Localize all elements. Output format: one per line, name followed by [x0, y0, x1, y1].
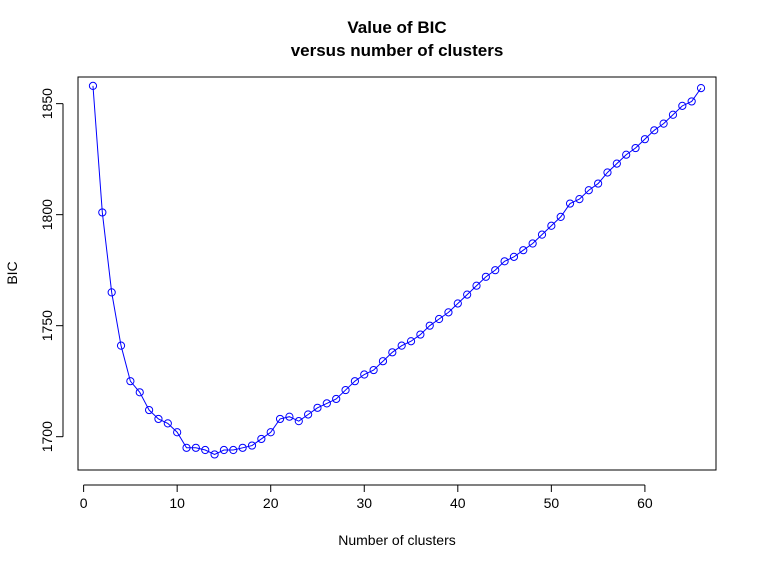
data-point — [584, 186, 593, 195]
data-point — [135, 388, 144, 397]
data-point — [219, 445, 229, 455]
data-point — [453, 299, 462, 308]
y-tick-label: 1700 — [39, 421, 55, 452]
y-tick-label: 1800 — [39, 199, 55, 230]
data-point — [434, 314, 444, 324]
data-point — [668, 110, 678, 119]
x-tick-label: 20 — [263, 495, 279, 511]
data-point — [322, 399, 331, 408]
x-tick-label: 60 — [637, 495, 653, 511]
series-line — [92, 85, 702, 456]
data-point — [275, 414, 285, 424]
data-point — [238, 443, 247, 452]
data-point — [603, 168, 612, 177]
data-point — [696, 84, 706, 93]
data-point — [631, 143, 640, 153]
data-point — [116, 341, 126, 350]
data-point — [622, 150, 631, 159]
data-point — [612, 159, 621, 168]
data-point — [313, 403, 322, 412]
data-point — [360, 370, 369, 379]
data-point — [126, 377, 135, 386]
data-point — [678, 101, 687, 110]
data-point — [247, 441, 257, 450]
data-point — [350, 377, 360, 386]
x-tick-label: 50 — [544, 495, 560, 511]
data-point — [304, 410, 313, 419]
data-point — [528, 239, 537, 248]
data-point — [537, 230, 547, 239]
data-point — [547, 221, 556, 230]
x-axis-label: Number of clusters — [338, 532, 455, 548]
data-point — [481, 272, 490, 281]
data-point — [406, 337, 416, 346]
data-point — [491, 266, 500, 275]
data-point — [416, 330, 425, 339]
data-point — [369, 365, 378, 375]
data-point — [107, 288, 116, 297]
data-point — [229, 445, 238, 455]
x-axis: 0 10 20 30 40 50 60 — [80, 484, 653, 511]
data-point — [594, 179, 603, 188]
data-point — [565, 199, 575, 208]
data-point — [378, 357, 388, 366]
data-point — [294, 417, 303, 426]
data-point — [500, 257, 509, 266]
data-point — [556, 212, 565, 221]
data-point — [88, 81, 98, 90]
data-point — [182, 443, 191, 452]
x-tick-label: 30 — [356, 495, 372, 511]
x-tick-label: 10 — [169, 495, 185, 511]
data-point — [332, 394, 341, 404]
data-point — [575, 195, 584, 204]
data-point — [266, 428, 275, 437]
data-point — [463, 290, 472, 299]
data-point — [257, 434, 266, 444]
y-axis-label: BIC — [4, 261, 20, 284]
data-point — [397, 341, 406, 350]
data-point — [687, 97, 696, 106]
data-point — [519, 246, 528, 255]
chart-title: Value of BIC — [347, 18, 446, 37]
data-point — [144, 405, 154, 415]
data-point — [163, 419, 172, 428]
data-point — [640, 135, 650, 144]
data-point — [173, 428, 182, 437]
data-point — [388, 348, 397, 357]
data-point — [201, 445, 210, 455]
data-point — [191, 443, 200, 452]
plot-frame — [77, 76, 717, 471]
data-point — [650, 126, 659, 135]
y-tick-label: 1850 — [39, 88, 55, 119]
data-point — [425, 321, 434, 330]
data-point — [444, 308, 453, 317]
y-tick-label: 1750 — [39, 310, 55, 341]
series-layer — [88, 81, 706, 459]
data-point — [98, 208, 107, 217]
data-point — [210, 450, 219, 459]
data-point — [154, 414, 163, 424]
x-tick-label: 0 — [80, 495, 88, 511]
y-axis: 1700 1750 1800 1850 — [39, 88, 64, 452]
data-point — [659, 119, 668, 128]
chart-subtitle: versus number of clusters — [291, 41, 504, 60]
data-point — [472, 281, 481, 290]
x-tick-label: 40 — [450, 495, 466, 511]
data-point — [509, 252, 519, 261]
data-point — [285, 412, 294, 421]
data-point — [341, 385, 350, 395]
